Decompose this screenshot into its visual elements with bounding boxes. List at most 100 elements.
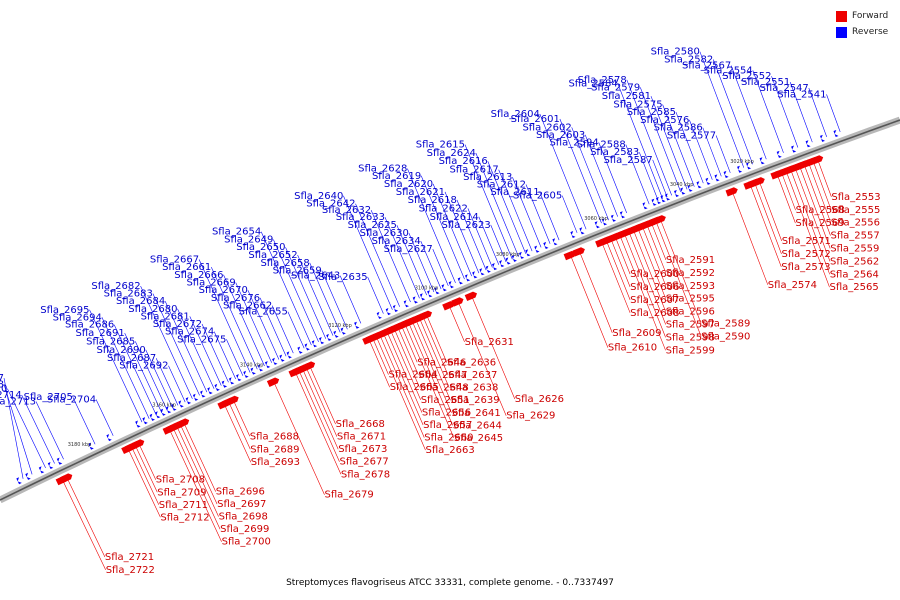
forward-gene-label[interactable]: Sfla_2608	[630, 308, 679, 319]
forward-gene-label[interactable]: Sfla_2629	[506, 411, 555, 422]
reverse-gene-label[interactable]: Sfla_2658	[260, 258, 309, 269]
forward-gene-label[interactable]: Sfla_2645	[454, 433, 503, 444]
reverse-gene-feature[interactable]	[165, 406, 172, 414]
forward-gene-label[interactable]: Sfla_2648	[420, 382, 469, 393]
forward-gene-label[interactable]: Sfla_2556	[831, 218, 880, 229]
reverse-gene-feature[interactable]	[674, 190, 680, 197]
reverse-gene-label[interactable]: Sfla_2628	[358, 164, 407, 175]
forward-gene-label[interactable]: Sfla_2688	[250, 431, 299, 442]
reverse-gene-feature[interactable]	[651, 198, 657, 206]
reverse-gene-feature[interactable]	[680, 187, 686, 195]
reverse-gene-label[interactable]: Sfla_2615	[416, 140, 465, 151]
reverse-gene-label[interactable]: Sfla_2577	[667, 131, 716, 142]
reverse-gene-label[interactable]: Sfla_2635	[318, 272, 367, 283]
reverse-gene-feature[interactable]	[519, 251, 525, 259]
reverse-gene-feature[interactable]	[257, 364, 264, 372]
forward-gene-label[interactable]: Sfla_2657	[423, 420, 472, 431]
reverse-gene-label[interactable]: Sfla_2659	[273, 266, 322, 277]
reverse-gene-feature[interactable]	[56, 457, 63, 465]
forward-gene-label[interactable]: Sfla_2673	[338, 444, 387, 455]
reverse-gene-feature[interactable]	[820, 134, 825, 142]
reverse-gene-label[interactable]: Sfla_2682	[91, 281, 140, 292]
forward-gene-label[interactable]: Sfla_2712	[160, 512, 209, 523]
reverse-gene-label[interactable]: Sfla_2661	[162, 262, 211, 273]
reverse-gene-label[interactable]: Sfla_2662	[223, 301, 272, 312]
reverse-gene-label[interactable]: Sfla_2624	[427, 148, 476, 159]
reverse-gene-label[interactable]: Sfla_2581	[602, 91, 651, 102]
reverse-gene-label[interactable]: Sfla_2714	[0, 390, 22, 401]
forward-gene-label[interactable]: Sfla_2709	[157, 487, 206, 498]
forward-gene-label[interactable]: Sfla_2606	[630, 282, 679, 293]
reverse-gene-feature[interactable]	[264, 361, 271, 369]
reverse-gene-label[interactable]: Sfla_2604	[491, 109, 540, 120]
reverse-gene-feature[interactable]	[160, 408, 166, 416]
reverse-gene-feature[interactable]	[705, 177, 711, 185]
reverse-gene-feature[interactable]	[419, 293, 426, 301]
reverse-gene-label[interactable]: Sfla_2627	[384, 244, 433, 255]
forward-gene-label[interactable]: Sfla_2626	[515, 394, 564, 405]
forward-gene-label[interactable]: Sfla_2722	[106, 565, 155, 576]
forward-gene-label[interactable]: Sfla_2589	[701, 318, 750, 329]
forward-gene-feature[interactable]	[464, 291, 477, 301]
forward-gene-label[interactable]: Sfla_2597	[666, 320, 715, 331]
reverse-gene-feature[interactable]	[88, 442, 94, 450]
forward-gene-feature[interactable]	[770, 170, 783, 180]
reverse-gene-feature[interactable]	[135, 420, 141, 428]
forward-gene-label[interactable]: Sfla_2641	[452, 408, 501, 419]
reverse-gene-label[interactable]: Sfla_2552	[722, 71, 771, 82]
reverse-gene-feature[interactable]	[106, 434, 112, 442]
forward-gene-feature[interactable]	[743, 180, 756, 190]
forward-gene-label[interactable]: Sfla_2668	[336, 419, 385, 430]
reverse-gene-feature[interactable]	[214, 383, 220, 391]
reverse-gene-feature[interactable]	[385, 308, 391, 316]
reverse-gene-feature[interactable]	[660, 195, 666, 203]
reverse-gene-label[interactable]: Sfla_2667	[150, 255, 199, 266]
reverse-gene-feature[interactable]	[403, 300, 409, 308]
forward-gene-feature[interactable]	[451, 297, 464, 307]
forward-gene-feature[interactable]	[725, 187, 738, 197]
reverse-gene-feature[interactable]	[656, 197, 662, 204]
reverse-gene-label[interactable]: Sfla_2691	[75, 328, 124, 339]
reverse-gene-feature[interactable]	[687, 184, 693, 192]
reverse-gene-feature[interactable]	[485, 265, 491, 273]
reverse-gene-feature[interactable]	[392, 304, 399, 312]
reverse-gene-feature[interactable]	[441, 284, 447, 292]
forward-gene-label[interactable]: Sfla_2557	[831, 231, 880, 242]
reverse-gene-feature[interactable]	[601, 218, 608, 226]
reverse-gene-feature[interactable]	[311, 340, 318, 348]
forward-gene-label[interactable]: Sfla_2595	[666, 294, 715, 305]
reverse-gene-label[interactable]: Sfla_2621	[396, 187, 445, 198]
reverse-gene-feature[interactable]	[286, 351, 292, 359]
reverse-gene-label[interactable]: Sfla_2614	[430, 212, 479, 223]
reverse-gene-label[interactable]: Sfla_2612	[477, 180, 526, 191]
forward-gene-label[interactable]: Sfla_2663	[426, 445, 475, 456]
forward-gene-label[interactable]: Sfla_2636	[447, 358, 496, 369]
reverse-gene-label[interactable]: Sfla_2617	[449, 165, 498, 176]
forward-gene-label[interactable]: Sfla_2564	[830, 269, 879, 280]
reverse-gene-label[interactable]: Sfla_2717	[0, 373, 4, 384]
forward-gene-feature[interactable]	[442, 301, 455, 311]
forward-gene-label[interactable]: Sfla_2651	[421, 395, 470, 406]
reverse-gene-feature[interactable]	[543, 241, 549, 249]
forward-gene-label[interactable]: Sfla_2555	[831, 205, 880, 216]
forward-gene-label[interactable]: Sfla_2678	[341, 469, 390, 480]
reverse-gene-feature[interactable]	[250, 367, 256, 375]
forward-gene-label[interactable]: Sfla_2671	[337, 432, 386, 443]
reverse-gene-feature[interactable]	[746, 162, 752, 170]
reverse-gene-label[interactable]: Sfla_2710	[0, 384, 7, 395]
reverse-gene-feature[interactable]	[297, 346, 303, 354]
reverse-gene-label[interactable]: Sfla_2616	[439, 156, 488, 167]
reverse-gene-label[interactable]: Sfla_2686	[65, 320, 114, 331]
reverse-gene-label[interactable]: Sfla_2669	[186, 278, 235, 289]
reverse-gene-feature[interactable]	[579, 227, 585, 235]
reverse-gene-feature[interactable]	[149, 413, 155, 421]
reverse-gene-label[interactable]: Sfla_2687	[107, 353, 156, 364]
reverse-gene-label[interactable]: Sfla_2594	[549, 137, 598, 148]
reverse-gene-label[interactable]: Sfla_2652	[248, 250, 297, 261]
reverse-gene-feature[interactable]	[776, 150, 782, 158]
reverse-gene-label[interactable]: Sfla_2613	[463, 172, 512, 183]
reverse-gene-label[interactable]: Sfla_2684	[116, 296, 165, 307]
reverse-gene-label[interactable]: Sfla_2551	[741, 77, 790, 88]
reverse-gene-label[interactable]: Sfla_2640	[294, 191, 343, 202]
reverse-gene-feature[interactable]	[665, 193, 671, 201]
